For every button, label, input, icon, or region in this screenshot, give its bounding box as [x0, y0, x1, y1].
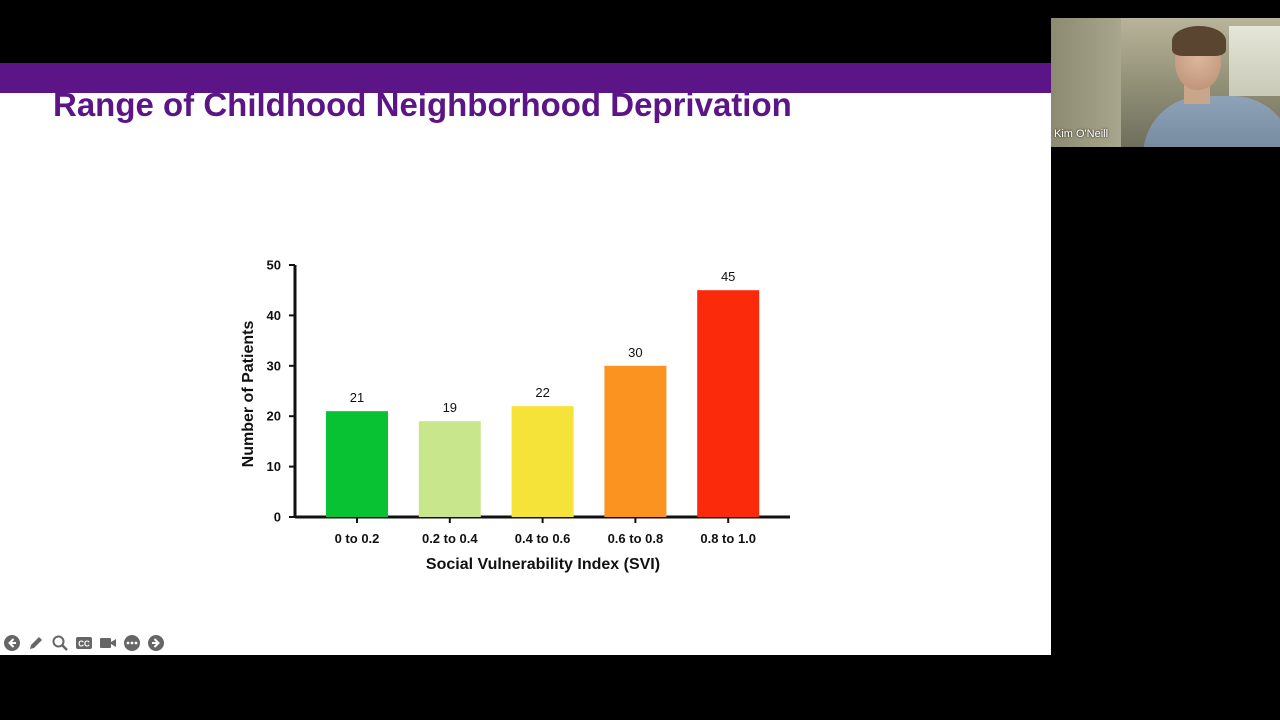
x-tick-label: 0.6 to 0.8	[608, 531, 664, 546]
zoom-icon	[52, 635, 68, 651]
data-label: 30	[628, 345, 642, 360]
data-label: 22	[535, 385, 549, 400]
y-tick-label: 40	[267, 308, 281, 323]
bar	[697, 290, 760, 517]
slide-header-bar	[0, 63, 1051, 93]
participant-body	[1143, 96, 1280, 147]
more-icon	[124, 635, 140, 651]
presentation-toolbar: CC	[2, 633, 166, 653]
data-label: 45	[721, 269, 735, 284]
pen-icon	[30, 637, 42, 649]
x-tick-label: 0.2 to 0.4	[422, 531, 478, 546]
x-tick-label: 0.8 to 1.0	[700, 531, 756, 546]
y-tick-label: 30	[267, 358, 281, 373]
y-tick-label: 10	[267, 459, 281, 474]
video-window-light	[1229, 26, 1280, 96]
bar	[326, 411, 388, 517]
participant-hair	[1172, 26, 1226, 56]
bar	[418, 421, 481, 517]
video-icon	[100, 638, 116, 648]
forward-button[interactable]	[146, 633, 166, 653]
captions-button[interactable]: CC	[74, 633, 94, 653]
svg-text:CC: CC	[78, 640, 90, 649]
x-tick-label: 0 to 0.2	[335, 531, 380, 546]
bar	[511, 406, 574, 517]
zoom-button[interactable]	[50, 633, 70, 653]
data-label: 19	[443, 400, 457, 415]
participant-name: Kim O'Neill	[1054, 128, 1109, 140]
x-tick-label: 0.4 to 0.6	[515, 531, 571, 546]
back-button[interactable]	[2, 633, 22, 653]
more-button[interactable]	[122, 633, 142, 653]
participant-video	[1051, 18, 1280, 147]
x-axis-title: Social Vulnerability Index (SVI)	[426, 556, 660, 573]
slide-title: Range of Childhood Neighborhood Deprivat…	[53, 86, 792, 123]
y-tick-label: 50	[267, 258, 281, 273]
data-label: 21	[350, 390, 364, 405]
chart-labels: 0 10 20 30 40 50 0 to 0.2 21 0.2 to 0.4 19 0.4 to …	[240, 258, 756, 574]
y-tick-label: 20	[267, 409, 281, 424]
back-icon	[4, 635, 20, 651]
video-button[interactable]	[98, 633, 118, 653]
bar-chart: 0 10 20 30 40 50 0 to 0.2 21 0.2 to 0.4 19 0.4 to …	[240, 258, 790, 574]
bar	[604, 365, 667, 517]
chart-bars	[326, 290, 760, 517]
slide	[0, 63, 1051, 655]
forward-icon	[148, 635, 164, 651]
captions-icon: CC	[76, 637, 92, 649]
y-axis-title: Number of Patients	[240, 321, 257, 468]
pen-button[interactable]	[26, 633, 46, 653]
video-background	[1051, 18, 1121, 147]
y-tick-label: 0	[274, 510, 281, 525]
